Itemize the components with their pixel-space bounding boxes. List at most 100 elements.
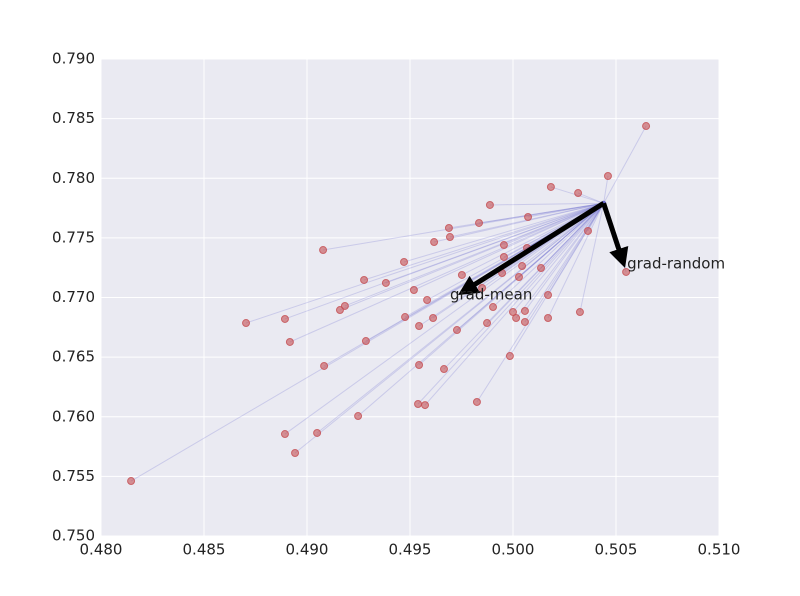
point — [335, 306, 344, 315]
link-line — [245, 202, 604, 324]
arrow-label: grad-random — [627, 255, 725, 273]
link-line — [492, 202, 604, 308]
point — [423, 296, 432, 305]
link-line — [478, 202, 604, 224]
link-line — [518, 202, 604, 278]
link-line — [540, 202, 604, 269]
point — [360, 275, 369, 284]
y-tick-label: 0.775 — [52, 228, 95, 246]
arrow — [601, 202, 629, 269]
link-line — [579, 203, 605, 313]
point — [452, 326, 461, 335]
point — [415, 322, 424, 331]
point — [400, 257, 409, 266]
point — [575, 308, 584, 317]
y-tick-label: 0.765 — [52, 348, 95, 366]
link-line — [547, 203, 605, 319]
point — [354, 412, 363, 421]
y-tick-label: 0.760 — [52, 407, 95, 425]
point — [445, 233, 454, 242]
point — [544, 314, 553, 323]
link-line — [424, 202, 605, 406]
point — [430, 238, 439, 247]
point — [313, 428, 322, 437]
point — [457, 270, 466, 279]
point — [361, 337, 370, 346]
point — [537, 264, 546, 273]
point — [242, 319, 251, 328]
point — [485, 200, 494, 209]
link-line — [524, 203, 605, 323]
y-tick-label: 0.780 — [52, 169, 95, 187]
link-line — [476, 203, 605, 403]
point — [544, 290, 553, 299]
link-line — [357, 202, 604, 417]
point — [444, 223, 453, 232]
point — [520, 306, 529, 315]
y-tick-label: 0.790 — [52, 50, 95, 68]
point — [280, 430, 289, 439]
point — [291, 449, 300, 458]
point — [574, 189, 583, 198]
x-tick-label: 0.480 — [80, 541, 123, 559]
y-tick-label: 0.770 — [52, 288, 95, 306]
link-line — [577, 192, 604, 204]
link-line — [418, 202, 604, 366]
point — [489, 303, 498, 312]
link-line — [284, 202, 604, 435]
link-line — [527, 202, 604, 218]
point — [401, 313, 410, 322]
point — [499, 252, 508, 261]
point — [409, 285, 418, 294]
link-line — [339, 202, 604, 311]
point — [414, 399, 423, 408]
point — [524, 213, 533, 222]
y-tick-label: 0.785 — [52, 109, 95, 127]
link-line — [587, 203, 605, 232]
x-tick-label: 0.505 — [595, 541, 638, 559]
arrow-label: grad-mean — [450, 285, 532, 303]
link-line — [289, 202, 604, 343]
link-line — [294, 202, 604, 454]
link-line — [512, 202, 605, 313]
point — [520, 317, 529, 326]
point — [642, 122, 651, 131]
point — [583, 226, 592, 235]
link-line — [344, 202, 604, 307]
link-line — [284, 202, 604, 320]
point — [475, 218, 484, 227]
x-tick-label: 0.500 — [492, 541, 535, 559]
point — [429, 314, 438, 323]
arrow — [457, 201, 605, 295]
link-line — [443, 202, 605, 370]
link-line — [489, 202, 604, 206]
x-tick-label: 0.510 — [698, 541, 741, 559]
link-line — [322, 202, 604, 251]
link-line — [417, 202, 605, 405]
x-tick-label: 0.490 — [286, 541, 329, 559]
link-line — [363, 202, 604, 281]
link-line — [316, 202, 604, 434]
point — [320, 361, 329, 370]
point — [603, 171, 612, 180]
y-tick-label: 0.750 — [52, 527, 95, 545]
point — [285, 337, 294, 346]
point — [421, 401, 430, 410]
x-tick-label: 0.495 — [389, 541, 432, 559]
link-line — [603, 175, 609, 204]
point — [546, 182, 555, 191]
link-line — [524, 202, 605, 312]
link-line — [433, 202, 604, 243]
link-line — [385, 202, 604, 284]
point — [483, 319, 492, 328]
point — [518, 262, 527, 271]
point — [499, 241, 508, 250]
y-tick-label: 0.755 — [52, 467, 95, 485]
link-line — [403, 202, 604, 263]
link-line — [503, 202, 604, 246]
point — [127, 477, 136, 486]
point — [505, 352, 514, 361]
point — [512, 314, 521, 323]
point — [319, 246, 328, 255]
